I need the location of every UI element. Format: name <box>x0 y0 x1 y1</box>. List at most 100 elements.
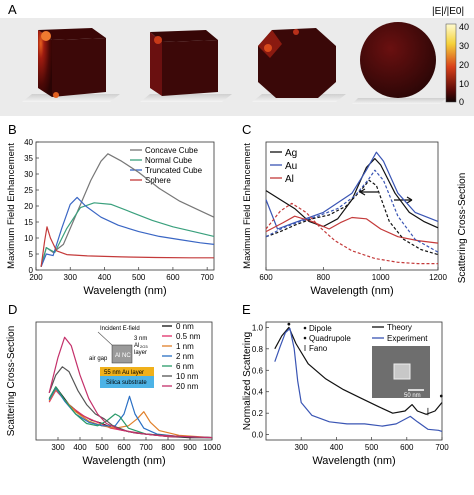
chart-e: 300 400 500 600 700 0.0 0.2 0.4 0.6 0.8 1.0 Wavelen… <box>242 321 449 467</box>
y-tick-label: 25 <box>24 186 33 195</box>
y-tick-label: 35 <box>24 154 33 163</box>
legend-label: Experiment <box>387 334 428 343</box>
inset-oxide-label: 3 nm <box>134 336 147 342</box>
x-axis-label: Wavelength (nm) <box>83 285 166 297</box>
legend-label: Concave Cube <box>145 146 198 155</box>
legend-label: 0 nm <box>176 322 194 331</box>
colorbar-tick: 0 <box>459 97 464 107</box>
x-tick-label: 700 <box>435 443 449 452</box>
x-tick-label: 600 <box>166 273 180 282</box>
dipole-marker <box>287 322 291 326</box>
series-line <box>40 196 215 268</box>
y-tick-label: 5 <box>29 250 34 259</box>
series-line <box>265 179 439 256</box>
legend-label: 1 nm <box>176 342 194 351</box>
colorbar-tick: 10 <box>459 79 469 89</box>
x-tick-label: 400 <box>73 443 87 452</box>
legend-label: 20 nm <box>176 382 199 391</box>
legend-label: 2 nm <box>176 352 194 361</box>
y-tick-label: 0.0 <box>252 431 264 440</box>
colorbar-gradient <box>445 23 457 103</box>
colorbar-tick: 40 <box>459 22 469 32</box>
inset-gap-label: air gap <box>89 356 108 362</box>
series-line <box>48 387 213 439</box>
sem-nanocube <box>393 363 411 380</box>
legend-label: Au <box>285 161 297 172</box>
legend-label: Normal Cube <box>145 156 193 165</box>
panel-c-letter: C <box>242 122 251 137</box>
panel-e-legend: Dipole Quadrupole Fano Theory Experiment… <box>303 323 430 399</box>
panel-a: A <box>0 2 474 116</box>
x-tick-label: 900 <box>183 443 197 452</box>
plots-layer: 200 300 400 500 600 700 0 5 10 15 20 25 30 35 40 Wavele… <box>6 138 449 467</box>
y-tick-label: 0.2 <box>252 409 264 418</box>
series-line <box>274 326 443 415</box>
panel-a-letter: A <box>8 2 17 17</box>
panel-d-legend: 0 nm 0.5 nm 1 nm 2 nm 6 nm 10 nm 20 nm <box>162 322 201 391</box>
truncated-cube-render <box>252 28 346 102</box>
y-axis-label: Scattering Cross-Section <box>6 326 17 437</box>
x-axis-label: Wavelength (nm) <box>312 455 395 467</box>
y-tick-label: 10 <box>24 234 33 243</box>
y-axis-label: Maximum Field Enhancement <box>6 143 17 269</box>
x-tick-label: 300 <box>295 443 309 452</box>
x-tick-label: 1200 <box>429 273 447 282</box>
x-tick-label: 300 <box>64 273 78 282</box>
legend-label: Quadrupole <box>309 334 351 343</box>
inset-nc-label: Al NC <box>115 353 131 359</box>
legend-label: 6 nm <box>176 362 194 371</box>
inset-silica-label: Silica substrate <box>106 380 147 386</box>
series-line <box>274 327 443 432</box>
panel-c-legend: Ag Au Al Scattering Cross-Section <box>270 148 468 283</box>
x-tick-label: 800 <box>161 443 175 452</box>
colorbar-tick: 30 <box>459 41 469 51</box>
legend-label: Fano <box>309 344 328 353</box>
colorbar: |E|/|E0| 40 30 20 10 0 <box>432 6 469 107</box>
y-tick-label: 30 <box>24 170 33 179</box>
inset-oxide-label: Al <box>134 343 139 349</box>
plot-frame <box>265 141 439 271</box>
left-arrow-icon <box>359 188 378 196</box>
y-tick-label: 20 <box>24 202 33 211</box>
inset-au-label: 55 nm Au layer <box>104 370 144 376</box>
y-tick-label: 0.6 <box>252 366 264 375</box>
inset-incident-label: Incident E-field <box>100 326 140 332</box>
panel-b-letter: B <box>8 122 17 137</box>
x-tick-label: 200 <box>29 273 43 282</box>
series-line <box>265 169 439 253</box>
x-tick-label: 600 <box>259 273 273 282</box>
x-tick-label: 400 <box>330 443 344 452</box>
y-tick-label: 40 <box>24 138 33 147</box>
y-tick-label: 0 <box>29 266 34 275</box>
y-tick-label: 0.8 <box>252 345 264 354</box>
y-axis-label: Maximum Field Enhancement <box>242 143 253 269</box>
legend-label: Ag <box>285 148 297 159</box>
series-line <box>48 388 213 439</box>
inset-silica-layer <box>100 376 154 388</box>
series-line <box>265 158 439 229</box>
series-line <box>40 202 215 267</box>
x-tick-label: 600 <box>117 443 131 452</box>
colorbar-title: |E|/|E0| <box>432 6 464 17</box>
series-line <box>48 386 213 439</box>
series-line <box>48 336 213 439</box>
x-tick-label: 500 <box>95 443 109 452</box>
y-tick-label: 1.0 <box>252 323 264 332</box>
legend-label: Theory <box>387 323 412 332</box>
x-tick-label: 400 <box>98 273 112 282</box>
inset-au-layer <box>100 367 154 376</box>
legend-label: 0.5 nm <box>176 332 201 341</box>
right-arrow-icon <box>394 196 413 204</box>
x-axis-label: Wavelength (nm) <box>82 455 165 467</box>
inset-nanocube <box>111 344 133 364</box>
x-tick-label: 1000 <box>372 273 390 282</box>
x-tick-label: 1000 <box>203 443 221 452</box>
panel-e-letter: E <box>242 302 251 317</box>
legend-label: Sphere <box>145 176 171 185</box>
plot-frame <box>265 321 443 441</box>
series-line <box>48 389 213 439</box>
legend-label: Dipole <box>309 324 332 333</box>
chart-c: 600 800 1000 1200 Wavelength (nm) Maximum Fie… <box>242 141 447 297</box>
concave-cube-render <box>22 28 120 102</box>
